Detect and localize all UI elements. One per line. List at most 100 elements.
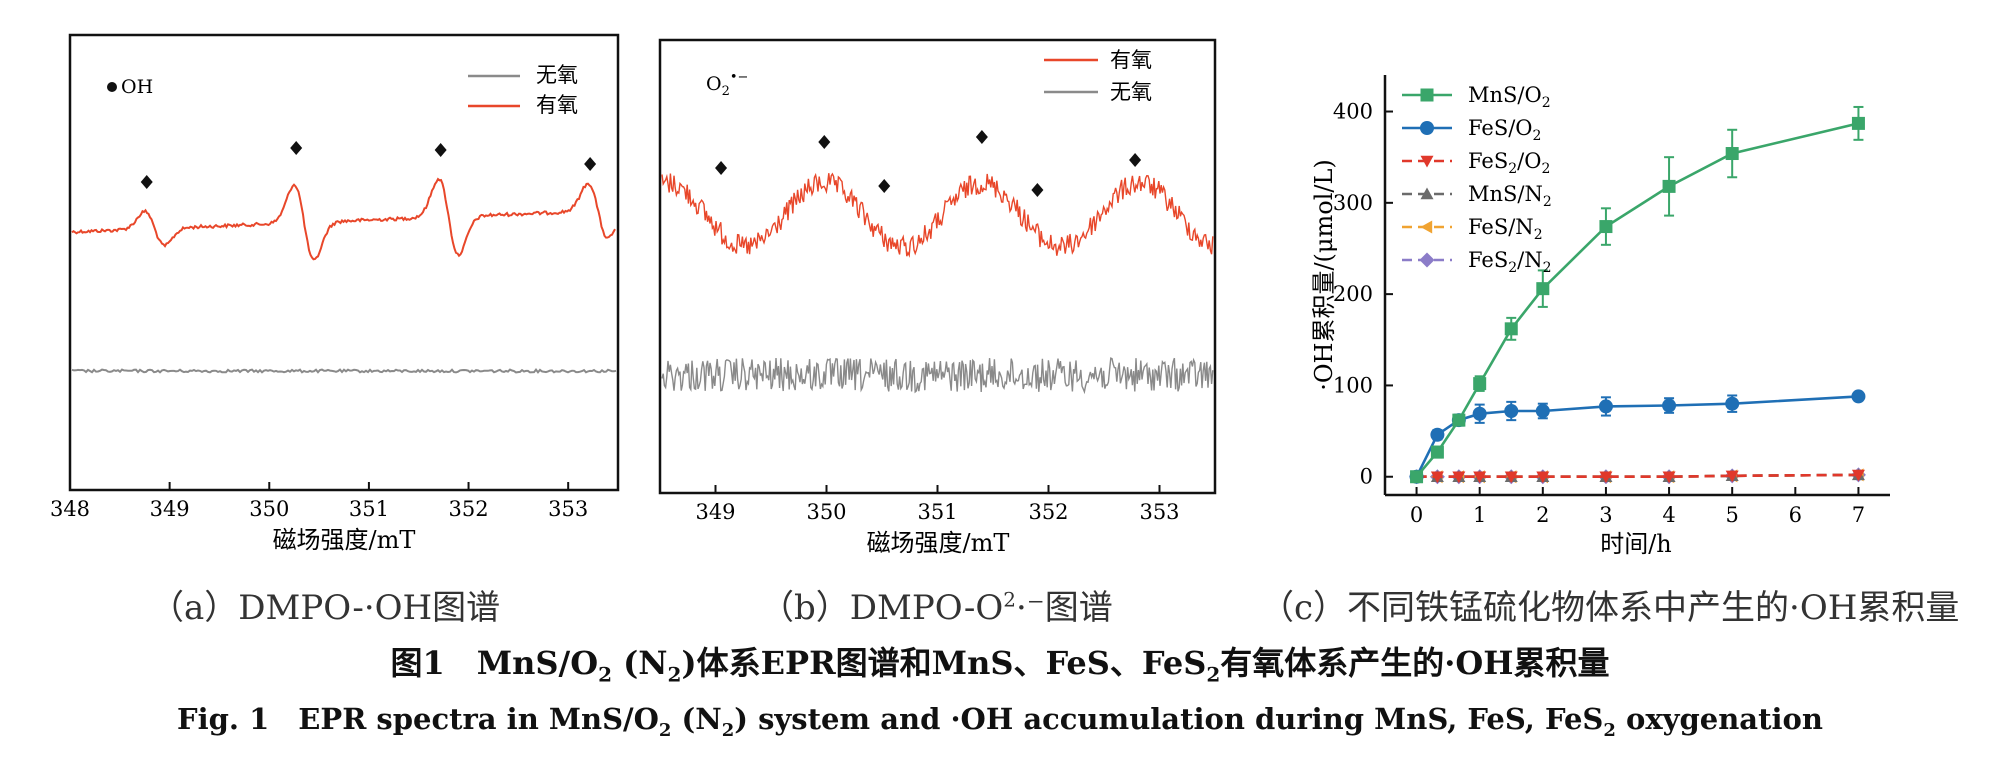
- caption-b-post: ·⁻图谱: [1015, 588, 1113, 628]
- legend-label-anaerobic: 无氧: [536, 63, 578, 87]
- panel-c-x-tick-label: 7: [1852, 503, 1865, 527]
- panel-b-peak-marker: [878, 179, 891, 193]
- panel-a-peak-markers: [140, 141, 597, 189]
- panel-c-data-point: [1725, 147, 1739, 161]
- legend-label-anaerobic: 无氧: [1110, 80, 1152, 104]
- panel-b-peak-marker: [818, 135, 831, 149]
- panel-c-data-point: [1725, 396, 1740, 411]
- panel-c-series-group: [1409, 389, 1866, 484]
- fig-cn-sub3: 2: [1206, 662, 1221, 687]
- panel-c-data-point: [1430, 471, 1444, 484]
- panel-c-data-point: [1662, 179, 1676, 193]
- caption-b-sup: 2: [1003, 587, 1016, 612]
- panel-a-x-tick-label: 351: [349, 497, 389, 521]
- panel-a-x-tick-label: 352: [448, 497, 488, 521]
- panel-c-data-point: [1662, 398, 1677, 413]
- fig-cn-part1: 图1 MnS/O: [390, 644, 599, 682]
- legend-label-aerobic: 有氧: [536, 93, 578, 117]
- legend-marker: [1420, 220, 1433, 234]
- panel-c-data-point: [1452, 471, 1466, 484]
- panel-c-data-point: [1504, 404, 1519, 418]
- figure-caption-en: Fig. 1 EPR spectra in MnS/O2 (N2) system…: [0, 696, 2000, 741]
- fig-cn-part4: 有氧体系产生的·OH累积量: [1220, 644, 1610, 682]
- panel-c-x-tick-label: 5: [1726, 503, 1739, 527]
- panel-c-y-tick-label: 200: [1333, 282, 1373, 306]
- panel-c-x-tick-label: 4: [1662, 503, 1675, 527]
- panel-c-data-point: [1504, 471, 1518, 484]
- panel-a-x-tick-label: 349: [150, 497, 190, 521]
- panel-c-data-point: [1851, 116, 1865, 130]
- fig-en-part3: ) system and ·OH accumulation during MnS…: [734, 702, 1604, 736]
- panel-c-y-tick-label: 100: [1333, 373, 1373, 397]
- caption-b: （b）DMPO-O2·⁻图谱: [760, 580, 1113, 629]
- panel-c-data-point: [1599, 471, 1613, 484]
- panel-c-x-tick-label: 1: [1473, 503, 1486, 527]
- panel-c-y-label: ·OH累积量/(μmol/L): [1310, 159, 1338, 391]
- fig-en-part1: Fig. 1 EPR spectra in MnS/O: [177, 702, 659, 736]
- legend-marker: [1419, 252, 1435, 268]
- panel-c-data-point: [1535, 404, 1550, 418]
- legend-marker: [1420, 88, 1434, 102]
- panel-b-x-label: 磁场强度/mT: [867, 529, 1010, 557]
- panel-a-series-aerobic: [71, 177, 616, 261]
- panel-c-data-point: [1598, 399, 1613, 414]
- panel-c-data-point: [1662, 471, 1676, 484]
- panel-a-peak-marker: [140, 175, 153, 189]
- species-sup: •−: [730, 70, 749, 85]
- fig-cn-part3: )体系EPR图谱和MnS、FeS、FeS: [681, 644, 1207, 682]
- panel-a-legend: 无氧 有氧: [468, 63, 578, 117]
- panel-b-peak-markers: [715, 130, 1142, 197]
- panel-c-y-tick-label: 400: [1333, 100, 1373, 124]
- panel-a-peak-marker: [434, 143, 447, 157]
- fig-en-sub1: 2: [658, 719, 672, 741]
- panel-c-series-line: [1415, 122, 1859, 478]
- legend-label-mns-n2: MnS/N2: [1468, 182, 1552, 210]
- panel-b-frame: [658, 38, 1217, 495]
- panel-b-x-tick-label: 353: [1139, 500, 1179, 524]
- panel-b-x-tick-label: 351: [917, 500, 957, 524]
- fig-en-part4: oxygenation: [1615, 702, 1823, 736]
- legend-label-aerobic: 有氧: [1110, 48, 1152, 72]
- panel-b-legend: 有氧 无氧: [1044, 48, 1152, 104]
- panel-b-series-anaerobic: [661, 357, 1214, 395]
- panel-c-x-tick-label: 0: [1410, 503, 1423, 527]
- fig-cn-sub1: 2: [598, 662, 613, 687]
- legend-label-fes2-o2: FeS2/O2: [1468, 149, 1550, 177]
- panel-c-data-point: [1599, 220, 1613, 234]
- caption-c: （c）不同铁锰硫化物体系中产生的·OH累积量: [1260, 588, 1960, 628]
- panel-c-data-point: [1851, 469, 1865, 482]
- panel-b-species-label: O2•−: [706, 70, 748, 99]
- panel-c-ticks: 0 1 2 3 4 5 6 7 0 100 200 300 400: [1333, 100, 1865, 527]
- panel-a-x-axis: 348 349 350 351 352 353: [50, 482, 588, 521]
- panel-a-x-tick-label: 348: [50, 497, 90, 521]
- panel-c-data-point: [1452, 413, 1466, 427]
- panel-c-data-point: [1504, 322, 1518, 336]
- panel-b-series-aerobic: [661, 172, 1214, 258]
- panel-b-peak-marker: [1031, 183, 1044, 197]
- legend-marker: [1420, 187, 1434, 200]
- panel-c-data-point: [1430, 445, 1444, 459]
- panel-b-peak-marker: [975, 130, 988, 144]
- panel-a-peak-marker: [584, 157, 597, 171]
- panel-c-data-point: [1473, 471, 1487, 484]
- panel-a-x-tick-label: 350: [249, 497, 289, 521]
- panel-a-series-anaerobic: [71, 367, 617, 374]
- panel-b-epr-o2: 349 350 351 352 353 磁场强度/mT O2•− 有氧 无氧: [658, 38, 1217, 557]
- panel-b-peak-marker: [715, 161, 728, 175]
- panel-c-x-tick-label: 6: [1789, 503, 1802, 527]
- panel-c-y-tick-label: 300: [1333, 191, 1373, 215]
- panel-c-legend: MnS/O2 FeS/O2 FeS2/O2 MnS/N2 FeS/N2 FeS2/N2: [1402, 83, 1552, 276]
- panel-c-data-point: [1410, 470, 1424, 484]
- panel-a-x-label: 磁场强度/mT: [273, 526, 416, 554]
- panel-a-species-dot: [107, 82, 117, 92]
- panel-c-series-line: [1415, 395, 1859, 478]
- legend-marker: [1420, 155, 1434, 168]
- panel-c-data-point: [1851, 389, 1866, 404]
- legend-label-fes-o2: FeS/O2: [1468, 116, 1541, 144]
- panel-b-x-tick-label: 350: [806, 500, 846, 524]
- fig-en-sub3: 2: [1603, 719, 1616, 741]
- panel-b-peak-marker: [1129, 153, 1142, 167]
- panel-c-x-tick-label: 3: [1599, 503, 1612, 527]
- panel-c-x-tick-label: 2: [1536, 503, 1549, 527]
